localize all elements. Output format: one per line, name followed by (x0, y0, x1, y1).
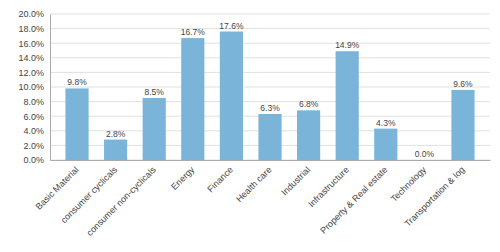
tick: Health care (234, 165, 274, 205)
tick-label: 12.0% (18, 68, 44, 78)
tick-label: Energy (169, 164, 197, 192)
tick-label: 6.0% (23, 112, 44, 122)
data-label: 0.0% (415, 149, 435, 159)
tick: 6.0% (23, 112, 44, 122)
data-label: 17.6% (219, 21, 244, 31)
grid-line (50, 14, 490, 15)
tick: Technology (389, 164, 429, 204)
data-label: 6.3% (260, 103, 280, 113)
tick-label: 18.0% (18, 24, 44, 34)
grid-line (50, 101, 490, 102)
tick-label: consumer non-cyclicals (85, 164, 159, 238)
tick-label: 2.0% (23, 141, 44, 151)
tick: 0.0% (23, 155, 44, 165)
tick: 18.0% (18, 24, 44, 34)
tick: consumer non-cyclicals (85, 164, 159, 238)
plot: 0.0% 2.0% 4.0% 6.0% 8.0% 10.0% 12.0% 14.0% 16.0%… (18, 9, 490, 237)
grid-line (50, 57, 490, 58)
tick-label: 16.0% (18, 39, 44, 49)
tick: Finance (205, 165, 235, 195)
bar (297, 110, 320, 160)
tick: 14.0% (18, 53, 44, 63)
tick: 2.0% (23, 141, 44, 151)
tick: 8.0% (23, 97, 44, 107)
tick-label: 14.0% (18, 53, 44, 63)
tick-label: 8.0% (23, 97, 44, 107)
grid-line (50, 72, 490, 73)
data-label: 14.9% (335, 40, 360, 50)
chart: 0.0% 2.0% 4.0% 6.0% 8.0% 10.0% 12.0% 14.0% 16.0%… (0, 0, 500, 252)
bars (65, 32, 474, 160)
x-axis: Basic Materialconsumer cyclicalsconsumer… (34, 161, 491, 238)
bar (451, 90, 474, 160)
data-label: 4.3% (376, 118, 396, 128)
bar (65, 88, 88, 160)
data-label: 16.7% (181, 27, 206, 37)
tick-label: Industrial (279, 165, 312, 198)
tick-label: Health care (234, 165, 274, 205)
bar (104, 140, 127, 160)
tick: 10.0% (18, 82, 44, 92)
bar (413, 160, 436, 161)
grid-line (50, 43, 490, 44)
tick-label: 20.0% (18, 9, 44, 19)
data-label: 2.8% (106, 129, 126, 139)
y-axis: 0.0% 2.0% 4.0% 6.0% 8.0% 10.0% 12.0% 14.0% 16.0%… (18, 9, 50, 165)
data-label: 8.5% (145, 87, 165, 97)
bar (220, 32, 243, 160)
tick-label: Transportation & log (402, 165, 466, 229)
tick-label: 10.0% (18, 82, 44, 92)
tick: 12.0% (18, 68, 44, 78)
axis-line (51, 160, 491, 161)
tick: 4.0% (23, 126, 44, 136)
tick-label: 0.0% (23, 155, 44, 165)
grid (50, 14, 490, 160)
bar (258, 114, 281, 160)
tick: 20.0% (18, 9, 44, 19)
tick: Property & Real estate (318, 165, 389, 236)
data-label: 9.6% (453, 79, 473, 89)
tick-label: Property & Real estate (318, 165, 389, 236)
data-label: 9.8% (67, 77, 87, 87)
axis-line (50, 15, 51, 161)
bar (336, 51, 359, 160)
tick: Transportation & log (402, 165, 466, 229)
tick: Industrial (279, 165, 312, 198)
tick-label: Technology (389, 164, 429, 204)
tick: Energy (169, 164, 197, 192)
tick-label: Finance (205, 165, 235, 195)
bar (374, 129, 397, 160)
data-labels: 9.8% 2.8% 8.5% 16.7% 17.6% 6.3% 6.8% 14.9% 4.3% 0… (67, 21, 473, 159)
grid-line (50, 28, 490, 29)
bar (181, 38, 204, 160)
tick: 16.0% (18, 39, 44, 49)
grid-line (50, 87, 490, 88)
bar (143, 98, 166, 160)
tick-label: 4.0% (23, 126, 44, 136)
data-label: 6.8% (299, 99, 319, 109)
